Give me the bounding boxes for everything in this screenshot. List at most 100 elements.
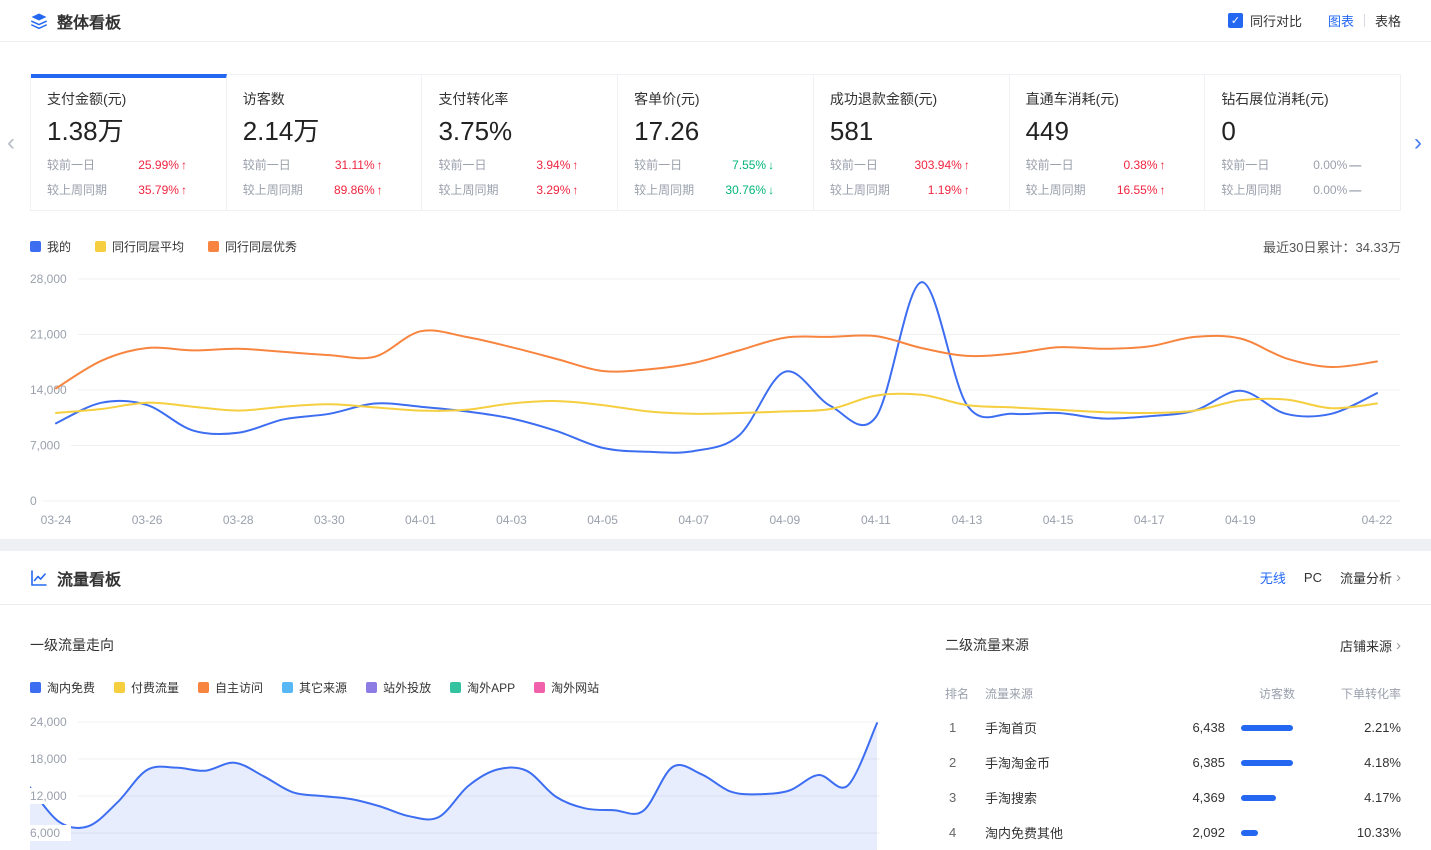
traffic-area-chart[interactable]: 6,000 12,000 18,000 24,000 [29, 708, 915, 850]
visitors-bar [1225, 829, 1295, 836]
kpi-value: 2.14万 [242, 116, 320, 146]
svg-text:24,000: 24,000 [30, 715, 67, 729]
legend-swatch-icon [95, 241, 107, 252]
kpi-card[interactable]: 成功退款金额(元) 581 较前一日 303.94% ↑ 较上周同期 1.19% ↑ [813, 74, 1010, 210]
legend-item[interactable]: 付费流量 [114, 679, 179, 696]
traffic-source-row[interactable]: 2 手淘淘金币 6,385 4.18% [945, 753, 1401, 772]
kpi-day-label: 较前一日 [634, 158, 683, 172]
kpi-week-change: 30.76% ↓ [725, 183, 775, 197]
col-rank: 排名 [945, 687, 970, 701]
legend-label: 我的 [47, 240, 72, 254]
traffic-panel: 流量看板 无线 PC 流量分析 › 一级流量走向 淘内免费 付费流量 自主访问 其它来… [0, 551, 1431, 850]
kpi-title: 客单价(元) [634, 91, 700, 107]
svg-text:04-22: 04-22 [1362, 513, 1393, 527]
legend-label: 同行同层优秀 [225, 240, 298, 254]
traffic-source-row[interactable]: 4 淘内免费其他 2,092 10.33% [945, 823, 1401, 842]
legend-item[interactable]: 同行同层优秀 [208, 238, 297, 255]
kpi-week-label: 较上周同期 [242, 183, 303, 197]
kpi-week-change: 89.86% ↑ [333, 183, 383, 197]
kpi-week-label: 较上周同期 [47, 183, 108, 197]
kpi-card[interactable]: 直通车消耗(元) 449 较前一日 0.38% ↑ 较上周同期 16.55% ↑ [1009, 74, 1206, 210]
kpi-week-change: 3.29% ↑ [536, 183, 579, 197]
up-arrow-icon: ↑ [963, 183, 970, 197]
legend-item[interactable]: 淘内免费 [30, 679, 95, 696]
svg-text:6,000: 6,000 [30, 826, 60, 840]
svg-text:04-11: 04-11 [861, 513, 891, 527]
kpi-week-change: 0.00% — [1313, 183, 1362, 197]
kpi-carousel: ‹ 支付金额(元) 1.38万 较前一日 25.99% ↑ 较上周同期 35.79% ↑ 访客数… [7, 74, 1422, 211]
trend-chart[interactable]: 0 7,000 14,000 21,000 28,000 03-24 03-26 03-28 0… [30, 266, 1401, 539]
kpi-title: 支付转化率 [438, 91, 509, 107]
svg-text:18,000: 18,000 [30, 752, 67, 766]
kpi-value: 0 [1221, 116, 1236, 146]
svg-text:04-01: 04-01 [405, 513, 436, 527]
svg-text:21,000: 21,000 [30, 328, 67, 342]
source-visitors: 4,369 [1192, 790, 1225, 805]
visitors-bar [1225, 724, 1295, 731]
traffic-sources-section: 二级流量来源 店铺来源 › 排名 流量来源 访客数 下单转化率 1 手淘首页 6,438 2… [945, 605, 1401, 850]
kpi-card[interactable]: 访客数 2.14万 较前一日 31.11% ↑ 较上周同期 89.86% ↑ [226, 74, 423, 210]
legend-label: 其它来源 [299, 681, 348, 695]
kpi-day-change: 31.11% ↑ [334, 158, 383, 172]
svg-text:03-30: 03-30 [314, 513, 345, 527]
divider [1363, 14, 1365, 27]
legend-swatch-icon [208, 241, 220, 252]
legend-label: 付费流量 [131, 681, 180, 695]
legend-item[interactable]: 同行同层平均 [95, 238, 184, 255]
kpi-card[interactable]: 支付转化率 3.75% 较前一日 3.94% ↑ 较上周同期 3.29% ↑ [422, 74, 619, 210]
carousel-prev-button[interactable]: ‹ [7, 128, 15, 156]
up-arrow-icon: ↑ [1159, 158, 1166, 172]
trend-legend-row: 我的 同行同层平均 同行同层优秀 最近30日累计：34.33万 [30, 237, 1401, 256]
visitors-bar [1225, 759, 1295, 766]
kpi-card[interactable]: 客单价(元) 17.26 较前一日 7.55% ↓ 较上周同期 30.76% ↓ [618, 74, 814, 210]
traffic-analysis-link[interactable]: 流量分析 › [1340, 568, 1401, 587]
traffic-source-row[interactable]: 1 手淘首页 6,438 2.21% [945, 718, 1401, 737]
peer-compare-checkbox[interactable]: ✓ [1227, 13, 1243, 28]
view-toggle-chart[interactable]: 图表 [1327, 14, 1354, 29]
overview-header: 整体看板 ✓ 同行对比 图表 表格 [0, 0, 1431, 42]
kpi-day-change: 25.99% ↑ [138, 158, 187, 172]
kpi-card[interactable]: 支付金额(元) 1.38万 较前一日 25.99% ↑ 较上周同期 35.79% ↑ [31, 74, 227, 210]
legend-item[interactable]: 其它来源 [282, 679, 347, 696]
traffic-legend: 淘内免费 付费流量 自主访问 其它来源 站外投放 淘外APP 淘外网站 [30, 679, 915, 696]
legend-item[interactable]: 淘外APP [450, 679, 515, 696]
kpi-week-label: 较上周同期 [1025, 183, 1086, 197]
legend-item[interactable]: 我的 [30, 238, 71, 255]
kpi-week-change: 1.19% ↑ [927, 183, 970, 197]
legend-label: 淘外网站 [551, 681, 600, 695]
source-conversion: 2.21% [1364, 720, 1401, 735]
up-arrow-icon: ↑ [376, 158, 383, 172]
svg-text:28,000: 28,000 [30, 272, 67, 286]
shop-source-link[interactable]: 店铺来源 › [1340, 636, 1401, 655]
kpi-day-change: 3.94% ↑ [536, 158, 579, 172]
up-arrow-icon: ↑ [572, 158, 579, 172]
source-name: 手淘淘金币 [985, 756, 1051, 771]
svg-text:03-26: 03-26 [132, 513, 163, 527]
kpi-week-label: 较上周同期 [634, 183, 695, 197]
traffic-sources-title: 二级流量来源 [945, 637, 1029, 653]
tab-pc[interactable]: PC [1303, 570, 1322, 585]
legend-item[interactable]: 站外投放 [366, 679, 431, 696]
svg-text:03-28: 03-28 [223, 513, 254, 527]
legend-item[interactable]: 自主访问 [198, 679, 263, 696]
legend-label: 淘外APP [467, 681, 516, 695]
check-icon: ✓ [1230, 15, 1241, 27]
legend-swatch-icon [282, 682, 294, 693]
up-arrow-icon: ↑ [1159, 183, 1166, 197]
legend-label: 淘内免费 [47, 681, 96, 695]
source-rank: 3 [949, 790, 957, 805]
down-arrow-icon: ↓ [768, 183, 775, 197]
kpi-day-change: 0.38% ↑ [1123, 158, 1166, 172]
carousel-next-button[interactable]: › [1414, 128, 1422, 156]
kpi-value: 581 [829, 116, 874, 146]
traffic-analysis-label: 流量分析 [1339, 571, 1392, 586]
tab-wireless[interactable]: 无线 [1259, 571, 1286, 586]
view-toggle-table[interactable]: 表格 [1374, 14, 1401, 29]
kpi-week-change: 35.79% ↑ [138, 183, 187, 197]
kpi-card[interactable]: 钻石展位消耗(元) 0 较前一日 0.00% — 较上周同期 0.00% — [1205, 74, 1401, 210]
legend-item[interactable]: 淘外网站 [534, 679, 599, 696]
svg-text:04-09: 04-09 [769, 513, 800, 527]
source-name: 手淘搜索 [985, 791, 1038, 806]
traffic-source-row[interactable]: 3 手淘搜索 4,369 4.17% [945, 788, 1401, 807]
svg-text:7,000: 7,000 [30, 439, 60, 453]
